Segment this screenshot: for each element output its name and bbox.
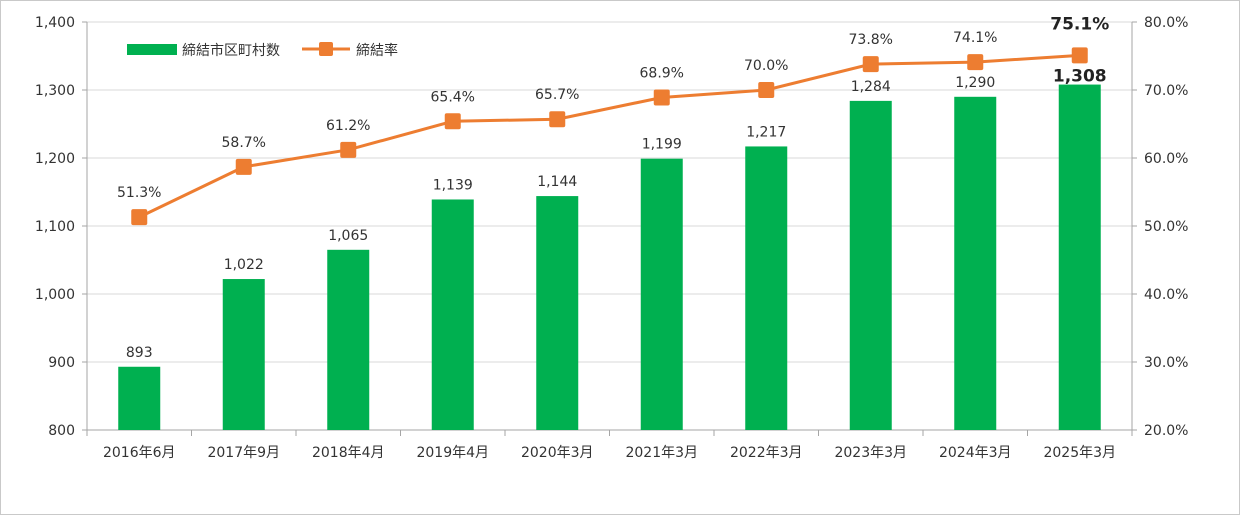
y-right-tick-label: 70.0% (1144, 83, 1188, 99)
legend-bar-swatch (127, 44, 177, 55)
bar-data-label: 1,144 (537, 174, 577, 190)
rate-marker (862, 56, 879, 73)
bar-data-label: 1,022 (224, 257, 264, 273)
x-tick-label: 2024年3月 (939, 445, 1012, 461)
bar (222, 279, 265, 430)
x-tick-label: 2016年6月 (103, 445, 176, 461)
rate-data-label: 65.4% (431, 89, 475, 105)
x-tick-label: 2019年4月 (416, 445, 489, 461)
rate-marker (549, 111, 566, 128)
rate-marker (131, 209, 148, 226)
rate-data-label: 58.7% (222, 135, 266, 151)
bar (536, 196, 579, 430)
bar (1058, 84, 1101, 430)
x-tick-label: 2018年4月 (312, 445, 385, 461)
rate-data-label: 51.3% (117, 185, 161, 201)
rate-line (138, 53, 1080, 219)
bar (745, 146, 788, 430)
rate-data-label: 70.0% (744, 58, 788, 74)
bar-data-label: 1,199 (642, 137, 682, 153)
bar-data-label: 1,308 (1053, 67, 1107, 87)
bar-data-label: 1,290 (955, 75, 995, 91)
rate-data-label: 74.1% (953, 30, 997, 46)
x-tick-label: 2023年3月 (834, 445, 907, 461)
legend-line-marker (319, 42, 333, 56)
rate-marker (444, 113, 461, 130)
rate-data-label: 68.9% (640, 65, 684, 81)
rate-marker (235, 158, 252, 175)
x-tick-label: 2020年3月 (521, 445, 594, 461)
bar (640, 158, 683, 430)
y-left-tick-label: 1,400 (35, 15, 75, 31)
y-left-tick-label: 1,200 (35, 151, 75, 167)
rate-data-label: 73.8% (849, 32, 893, 48)
y-left-tick-label: 1,300 (35, 83, 75, 99)
rate-marker (340, 141, 357, 158)
bar (954, 96, 997, 431)
y-right-tick-label: 50.0% (1144, 219, 1188, 235)
bar (118, 366, 161, 430)
bar-data-label: 1,284 (851, 79, 891, 95)
rate-data-label: 61.2% (326, 118, 370, 134)
rate-marker (653, 89, 670, 106)
x-tick-label: 2022年3月 (730, 445, 803, 461)
rate-marker (758, 82, 775, 98)
bar-data-label: 1,139 (433, 177, 473, 193)
x-tick-label: 2025年3月 (1043, 445, 1116, 461)
y-right-tick-label: 60.0% (1144, 151, 1188, 167)
y-right-tick-label: 20.0% (1144, 423, 1188, 439)
rate-marker (967, 54, 984, 71)
bar (849, 100, 892, 430)
rate-data-label: 65.7% (535, 87, 579, 103)
rate-marker (1071, 47, 1088, 64)
y-left-tick-label: 800 (48, 423, 75, 439)
y-right-tick-label: 40.0% (1144, 287, 1188, 303)
bar-data-label: 1,065 (328, 228, 368, 244)
bar (431, 199, 474, 430)
y-left-tick-label: 1,000 (35, 287, 75, 303)
rate-data-label: 75.1% (1050, 14, 1109, 34)
y-right-tick-label: 30.0% (1144, 355, 1188, 371)
bar-data-label: 893 (126, 345, 153, 361)
legend-line-label: 締結率 (356, 42, 398, 59)
y-right-tick-label: 80.0% (1144, 15, 1188, 31)
legend-bar-label: 締結市区町村数 (182, 42, 280, 59)
y-left-tick-label: 1,100 (35, 219, 75, 235)
bar-data-label: 1,217 (746, 124, 786, 140)
x-tick-label: 2017年9月 (207, 445, 280, 461)
y-left-tick-label: 900 (48, 355, 75, 371)
x-tick-label: 2021年3月 (625, 445, 698, 461)
bar (327, 249, 370, 430)
